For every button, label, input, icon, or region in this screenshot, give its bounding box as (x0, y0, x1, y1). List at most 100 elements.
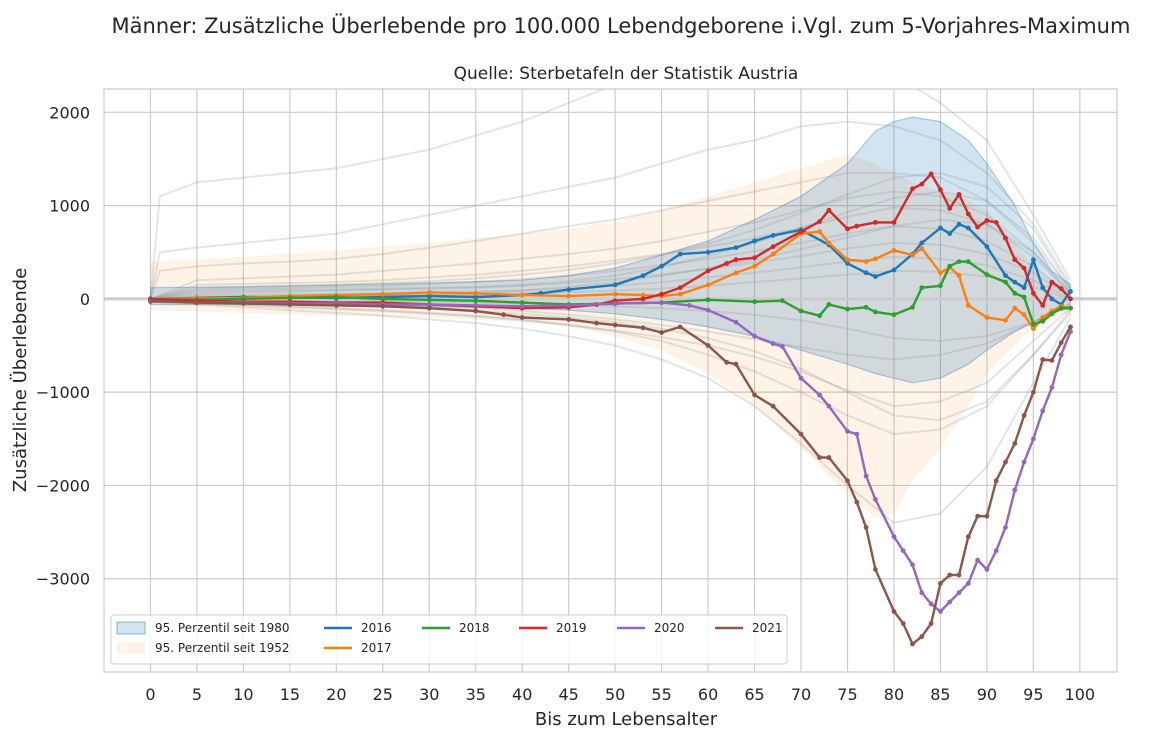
data-point (873, 274, 878, 279)
background-year-line (150, 206, 1072, 300)
data-point (919, 246, 925, 251)
x-tick-label: 10 (233, 685, 253, 704)
data-point (473, 308, 479, 314)
data-point (873, 220, 878, 225)
x-tick-label: 100 (1065, 685, 1096, 704)
data-point (956, 192, 962, 197)
data-point (148, 298, 153, 304)
legend-label: 2019 (556, 621, 587, 635)
background-year-line (150, 241, 1072, 300)
data-point (426, 305, 432, 311)
data-point (1003, 273, 1008, 278)
series-line (150, 223, 1072, 306)
data-point (687, 303, 692, 308)
data-point (863, 259, 869, 264)
legend-label: 95. Perzentil seit 1952 (155, 641, 290, 655)
data-point (798, 431, 804, 437)
data-point (826, 302, 832, 307)
series-2017 (148, 229, 1073, 332)
data-point (984, 218, 990, 223)
data-point (919, 181, 925, 187)
data-point (724, 261, 730, 266)
data-point (826, 207, 832, 213)
data-point (380, 296, 386, 302)
data-point (928, 621, 934, 626)
data-point (965, 225, 971, 231)
data-point (594, 320, 599, 326)
series-line (150, 230, 1071, 330)
background-year-line (150, 225, 1072, 300)
data-point (1040, 315, 1046, 320)
chart-title: Quelle: Sterbetafeln der Statistik Austr… (454, 64, 799, 84)
data-point (947, 572, 953, 578)
data-point (817, 313, 822, 319)
data-point (333, 303, 339, 308)
data-point (919, 240, 925, 246)
data-point (566, 303, 572, 308)
data-point (659, 300, 664, 305)
data-point (1031, 389, 1036, 395)
data-point (677, 285, 683, 291)
data-point (241, 301, 246, 306)
data-point (426, 297, 432, 303)
legend-label: 2020 (654, 621, 685, 635)
data-point (910, 304, 915, 310)
data-point (426, 293, 432, 299)
x-tick-label: 85 (930, 685, 950, 704)
y-axis-label: Zusätzliche Überlebende (9, 268, 31, 492)
data-point (1012, 305, 1018, 311)
data-point (1049, 385, 1055, 390)
data-point (993, 478, 999, 484)
data-point (770, 244, 776, 250)
data-point (993, 220, 999, 225)
data-point (473, 298, 479, 304)
data-point (770, 233, 776, 238)
data-point (1058, 286, 1064, 291)
data-point (1021, 285, 1027, 291)
data-point (854, 223, 860, 229)
series-2021 (148, 298, 1073, 647)
legend-label: 95. Perzentil seit 1980 (155, 621, 290, 635)
data-point (947, 599, 953, 605)
data-point (947, 206, 953, 211)
background-year-line (150, 297, 1072, 436)
data-point (1040, 357, 1046, 362)
data-point (705, 297, 711, 303)
background-year-line (150, 297, 1072, 408)
y-tick-label: −2000 (36, 476, 90, 495)
data-point (1068, 289, 1073, 294)
data-point (724, 359, 730, 365)
data-point (956, 221, 962, 227)
data-point (919, 634, 925, 639)
data-point (752, 299, 757, 305)
chart-suptitle: Männer: Zusätzliche Überlebende pro 100.… (112, 13, 1131, 38)
y-tick-label: 1000 (49, 197, 90, 216)
data-point (566, 287, 572, 292)
data-point (965, 211, 971, 217)
data-point (519, 292, 525, 298)
data-point (1021, 294, 1027, 300)
data-point (1068, 296, 1073, 302)
data-point (1049, 358, 1055, 363)
data-point (640, 273, 646, 278)
percentile-band (150, 154, 1071, 519)
legend-label: 2017 (361, 641, 392, 655)
x-tick-label: 0 (145, 685, 155, 704)
data-point (891, 248, 897, 253)
background-year-line (150, 297, 1071, 342)
data-point (873, 309, 878, 315)
series-line (150, 299, 1072, 646)
data-point (1031, 321, 1036, 327)
data-point (640, 296, 646, 302)
data-point (677, 324, 683, 330)
data-point (1021, 265, 1027, 271)
data-point (900, 548, 906, 554)
data-point (426, 302, 432, 307)
data-point (705, 282, 711, 288)
background-year-line (149, 172, 1072, 300)
data-point (705, 307, 711, 313)
data-point (1040, 318, 1046, 324)
x-axis-label: Bis zum Lebensalter (535, 709, 718, 730)
x-tick-label: 20 (326, 685, 346, 704)
x-tick-label: 40 (512, 685, 532, 704)
